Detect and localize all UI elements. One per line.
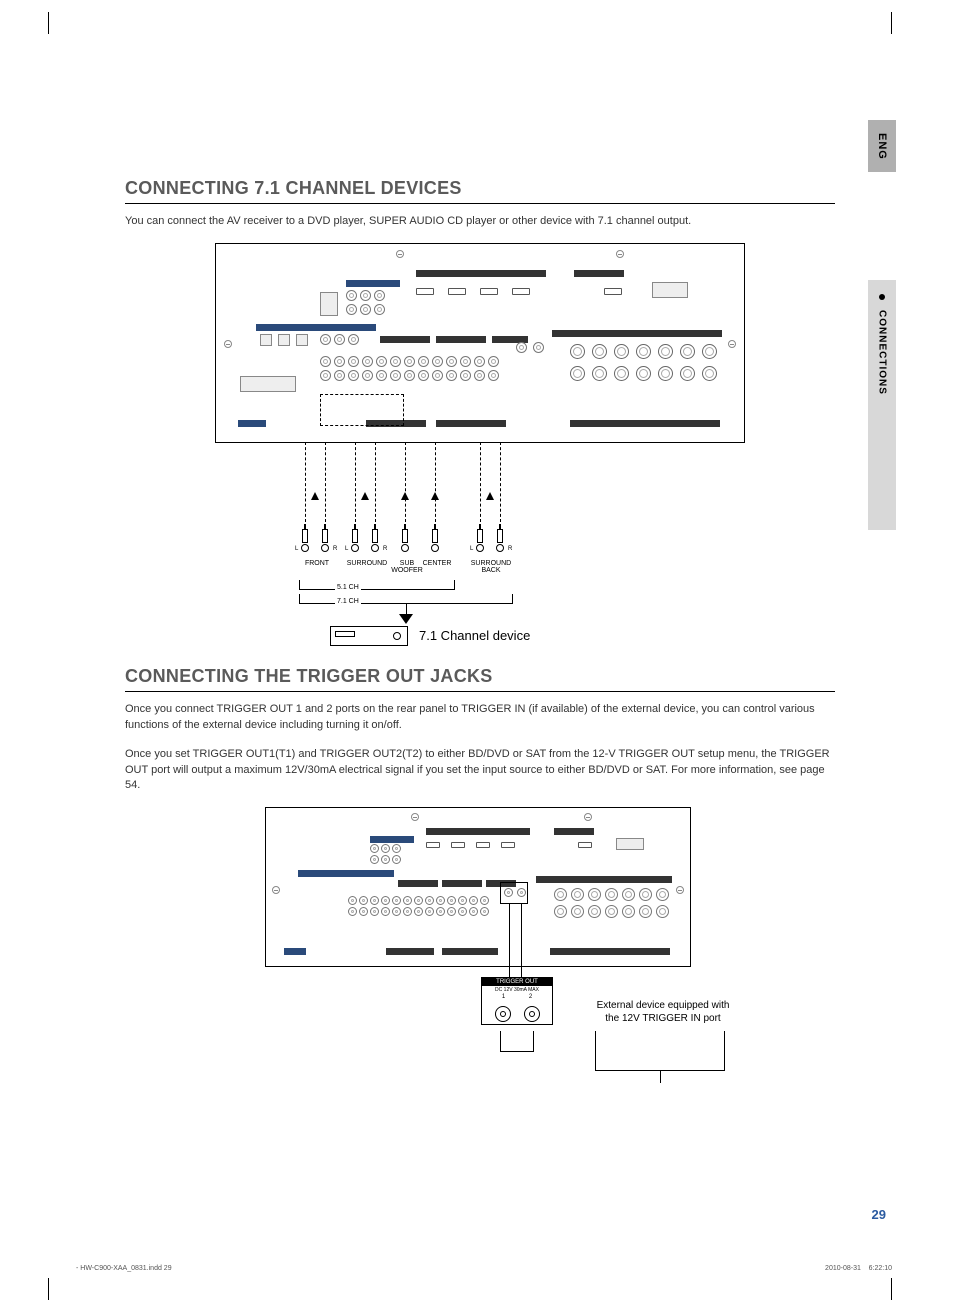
footer-date: 2010-08-31 [825, 1265, 861, 1272]
hdmi-port-icon [480, 288, 498, 295]
section2-heading: CONNECTING THE TRIGGER OUT JACKS [125, 666, 835, 692]
language-tab-label: ENG [876, 133, 888, 160]
label-strip [442, 948, 498, 955]
label-strip [570, 420, 720, 427]
callout-bracket [595, 1031, 725, 1071]
ch-label: 7.1 CH [335, 598, 361, 605]
label-strip [426, 828, 530, 835]
trigger-title: TRIGGER OUT [482, 978, 552, 986]
hdmi-port-icon [448, 288, 466, 295]
crop-mark [891, 1278, 892, 1300]
connection-lines: L R FRONT L R SURROUND SUB WOOFER CENTER… [215, 442, 745, 642]
callout-line1: External device equipped with [597, 1000, 730, 1011]
label-strip [436, 336, 486, 343]
screw-icon [676, 886, 684, 894]
label-strip [256, 324, 376, 331]
label-strip [386, 948, 434, 955]
label-strip [370, 836, 414, 843]
component-jacks [370, 844, 401, 864]
speaker-terminals [570, 344, 720, 384]
optical-ports [260, 334, 308, 346]
screw-icon [411, 813, 419, 821]
section-tab-label: CONNECTIONS [877, 310, 888, 395]
hdmi-ports [416, 288, 530, 295]
language-tab: ENG [868, 120, 896, 172]
receiver-back-panel-diagram-small [265, 807, 691, 967]
hdmi-port-icon [416, 288, 434, 295]
hdmi-port-icon [604, 288, 622, 295]
footer-time: 6:22:10 [869, 1265, 892, 1272]
bullet-icon [879, 294, 885, 300]
section-tab: CONNECTIONS [868, 280, 896, 530]
screw-icon [272, 886, 280, 894]
label-strip [536, 876, 672, 883]
label-strip [554, 828, 594, 835]
footer-file: - HW-C900-XAA_0831.indd 29 [76, 1265, 172, 1272]
plug-label: SURROUND [341, 560, 393, 567]
antenna-terminals [240, 376, 296, 392]
callout-line2: the 12V TRIGGER IN port [605, 1013, 720, 1024]
label-strip [298, 870, 394, 877]
trigger-highlight [500, 882, 528, 904]
section2-para2: Once you set TRIGGER OUT1(T1) and TRIGGE… [125, 747, 835, 793]
device-icon [330, 626, 408, 646]
arrow-down-icon [399, 614, 413, 624]
screw-icon [396, 250, 404, 258]
page-number: 29 [872, 1207, 886, 1222]
screw-icon [616, 250, 624, 258]
screw-icon [728, 340, 736, 348]
trigger-jack-icon [524, 1006, 540, 1022]
section1-intro: You can connect the AV receiver to a DVD… [125, 214, 835, 229]
speakers-out-strip [552, 330, 722, 337]
label-strip [416, 270, 546, 277]
trigger-sub: DC 12V 30mA MAX [482, 986, 552, 994]
device-label: 7.1 Channel device [419, 628, 530, 643]
hdmi-ports [426, 842, 515, 848]
coax-jacks [320, 334, 359, 345]
label-strip [550, 948, 670, 955]
screw-icon [584, 813, 592, 821]
trigger-out-callout: TRIGGER OUT DC 12V 30mA MAX 1 2 [481, 977, 553, 1025]
ch-label: 5.1 CH [335, 584, 361, 591]
plug-label: SURROUND BACK [465, 560, 517, 574]
bracket-5.1 [299, 580, 455, 590]
label-strip [442, 880, 482, 887]
trigger-jack-icon [495, 1006, 511, 1022]
trigger-num: 1 [502, 994, 505, 1000]
label-strip [284, 948, 306, 955]
port-icon [320, 292, 338, 316]
crop-mark [48, 12, 49, 34]
crop-mark [891, 12, 892, 34]
label-strip [380, 336, 430, 343]
section2-para1: Once you connect TRIGGER OUT 1 and 2 por… [125, 702, 835, 733]
diagram2-wrapper: TRIGGER OUT DC 12V 30mA MAX 1 2 External… [125, 807, 835, 1087]
footer-timestamp: 2010-08-31 6:22:10 [825, 1265, 892, 1272]
page-content: CONNECTING 7.1 CHANNEL DEVICES You can c… [125, 178, 835, 1087]
screw-icon [224, 340, 232, 348]
speaker-terminals-small [554, 888, 670, 919]
label-strip [398, 880, 438, 887]
bracket-7.1 [299, 594, 513, 604]
trigger-out-small [516, 342, 544, 353]
label-strip [574, 270, 624, 277]
network-port [652, 282, 688, 298]
analog-jacks [320, 356, 499, 381]
receiver-back-panel-diagram [215, 243, 745, 443]
label-strip [436, 420, 506, 427]
component-jacks [346, 290, 385, 315]
analog-jacks-small [348, 896, 489, 916]
trigger-num: 2 [529, 994, 532, 1000]
label-strip [238, 420, 266, 427]
highlight-box [320, 394, 404, 426]
hdmi-port-icon [512, 288, 530, 295]
plug-label: FRONT [297, 560, 337, 567]
section2: CONNECTING THE TRIGGER OUT JACKS Once yo… [125, 666, 835, 1087]
callout-text: External device equipped with the 12V TR… [573, 999, 753, 1025]
crop-mark [48, 1278, 49, 1300]
hdmi-out [604, 288, 622, 295]
label-strip [346, 280, 400, 287]
plug-label: CENTER [419, 560, 455, 567]
section1-heading: CONNECTING 7.1 CHANNEL DEVICES [125, 178, 835, 204]
network-port [616, 838, 644, 850]
